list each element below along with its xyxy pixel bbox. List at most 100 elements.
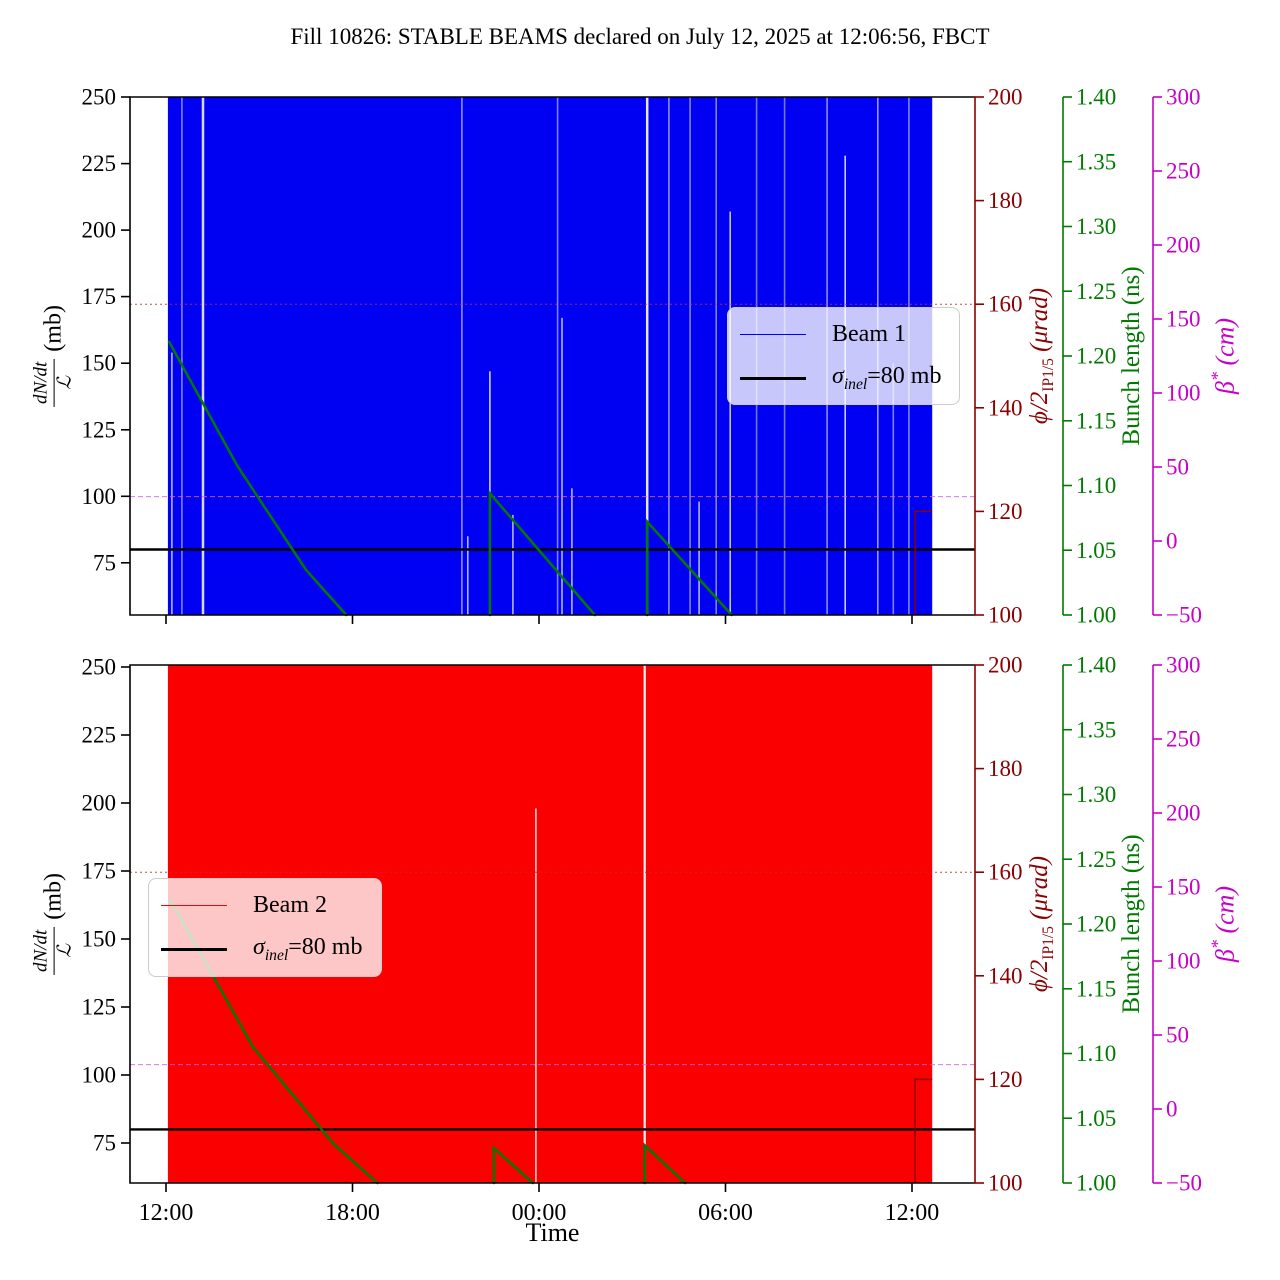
bunch-tick-label: 1.35	[1076, 717, 1116, 742]
x-tick-label: 06:00	[698, 1200, 753, 1226]
left-axis-unit: (mb)	[40, 305, 67, 352]
x-tick-label: 12:00	[885, 1200, 940, 1226]
beta-tick-label: 300	[1166, 85, 1201, 110]
beta-tick-label: 200	[1166, 801, 1201, 826]
beta-tick-label: 300	[1166, 653, 1201, 678]
x-tick-label: 00:00	[512, 1200, 567, 1226]
crossing-angle-step	[914, 510, 933, 615]
x-tick-label: 18:00	[325, 1200, 380, 1226]
legend-label-sigma: σinel=80 mb	[253, 934, 363, 964]
bunch-tick-label: 1.35	[1076, 149, 1116, 174]
phi-tick-label: 160	[988, 292, 1023, 317]
phi-tick-label: 200	[988, 85, 1023, 110]
left-tick-label: 150	[82, 927, 117, 952]
bunch-length-line	[643, 1142, 687, 1185]
bunch-length-line	[167, 340, 348, 617]
bunch-tick-label: 1.25	[1076, 279, 1116, 304]
phi-axis-label-top: ϕ/2IP1/5 (μrad)	[1026, 287, 1057, 425]
bunch-tick-label: 1.15	[1076, 408, 1116, 433]
sigma-line-sample	[740, 376, 806, 380]
left-axis-unit: (mb)	[40, 873, 67, 920]
axes-frame	[129, 96, 975, 616]
legend-item-sigma: σinel=80 mb	[149, 932, 381, 968]
bunch-tick-label: 1.40	[1076, 653, 1116, 678]
beta-tick-label: 100	[1166, 381, 1201, 406]
legend-label-beam2: Beam 2	[253, 892, 327, 918]
bunch-tick-label: 1.00	[1076, 1171, 1116, 1196]
left-tick-label: 175	[82, 284, 117, 309]
legend-item-beam2: Beam 2	[149, 888, 381, 924]
left-tick-label: 225	[82, 723, 117, 748]
beta-tick-label: 150	[1166, 875, 1201, 900]
left-tick-label: 100	[82, 1063, 117, 1088]
fraction-numerator: dN/dt	[31, 358, 55, 407]
phi-tick-label: 120	[988, 1067, 1023, 1092]
sigma-line-sample	[161, 948, 227, 951]
dndt-over-lumi-fraction: dN/dt ℒ	[31, 926, 77, 975]
bunch-axis-label-top: Bunch length (ns)	[1118, 266, 1145, 446]
bunch-tick-label: 1.25	[1076, 847, 1116, 872]
left-tick-label: 125	[82, 417, 117, 442]
phi-tick-label: 160	[988, 860, 1023, 885]
left-tick-label: 225	[82, 151, 117, 176]
plot-title: Fill 10826: STABLE BEAMS declared on Jul…	[290, 24, 990, 49]
left-tick-label: 100	[82, 484, 117, 509]
beta-axis-label-bottom: β* (cm)	[1207, 885, 1240, 963]
bunch-tick-label: 1.15	[1076, 976, 1116, 1001]
beta-tick-label: 250	[1166, 727, 1201, 752]
fraction-numerator: dN/dt	[31, 926, 55, 975]
legend-beam2: Beam 2 σinel=80 mb	[148, 878, 382, 977]
phi-tick-label: 180	[988, 188, 1023, 213]
left-axis-label-top: dN/dt ℒ (mb)	[31, 305, 77, 407]
legend-beam1: Beam 1 σinel=80 mb	[727, 307, 960, 405]
left-tick-label: 75	[93, 1131, 116, 1156]
legend-item-sigma: σinel=80 mb	[728, 360, 959, 396]
left-tick-label: 150	[82, 351, 117, 376]
phi-tick-label: 140	[988, 963, 1023, 988]
legend-label-beam1: Beam 1	[832, 320, 906, 347]
left-tick-label: 200	[82, 791, 117, 816]
beta-tick-label: 0	[1166, 1097, 1178, 1122]
fraction-denominator: ℒ	[54, 943, 76, 958]
beta-tick-label: 200	[1166, 233, 1201, 258]
bunch-length-line	[492, 1145, 535, 1185]
bunch-length-line	[645, 518, 733, 617]
bunch-tick-label: 1.20	[1076, 344, 1116, 369]
bunch-tick-label: 1.10	[1076, 1041, 1116, 1066]
fraction-denominator: ℒ	[54, 375, 76, 390]
beta-tick-label: 250	[1166, 159, 1201, 184]
left-tick-label: 250	[82, 655, 117, 680]
beta-tick-label: −50	[1166, 1171, 1202, 1196]
x-tick-label: 12:00	[139, 1200, 194, 1226]
phi-tick-label: 120	[988, 499, 1023, 524]
bunch-axis-label-bottom: Bunch length (ns)	[1118, 834, 1145, 1014]
bunch-tick-label: 1.05	[1076, 538, 1116, 563]
left-tick-label: 200	[82, 218, 117, 243]
bunch-tick-label: 1.40	[1076, 85, 1116, 110]
left-tick-label: 125	[82, 995, 117, 1020]
beta-tick-label: 50	[1166, 455, 1189, 480]
beta-axis-label-top: β* (cm)	[1207, 317, 1240, 395]
bunch-length-line	[488, 489, 597, 617]
phi-tick-label: 180	[988, 756, 1023, 781]
beta-tick-label: 100	[1166, 949, 1201, 974]
legend-item-beam1: Beam 1	[728, 316, 959, 352]
legend-label-sigma: σinel=80 mb	[832, 362, 942, 393]
left-tick-label: 175	[82, 859, 117, 884]
crossing-angle-step	[914, 1078, 933, 1183]
phi-tick-label: 200	[988, 653, 1023, 678]
left-tick-label: 250	[82, 85, 117, 110]
bunch-tick-label: 1.30	[1076, 214, 1116, 239]
bunch-tick-label: 1.00	[1076, 603, 1116, 628]
beta-tick-label: 0	[1166, 529, 1178, 554]
phi-axis-label-bottom: ϕ/2IP1/5 (μrad)	[1026, 855, 1057, 993]
beam1-line-sample	[740, 333, 806, 335]
bunch-tick-label: 1.10	[1076, 473, 1116, 498]
axes-frame	[129, 664, 975, 1184]
x-axis-label: Time	[525, 1218, 580, 1247]
dndt-over-lumi-fraction: dN/dt ℒ	[31, 358, 77, 407]
phi-tick-label: 140	[988, 395, 1023, 420]
left-axis-label-bottom: dN/dt ℒ (mb)	[31, 873, 77, 975]
